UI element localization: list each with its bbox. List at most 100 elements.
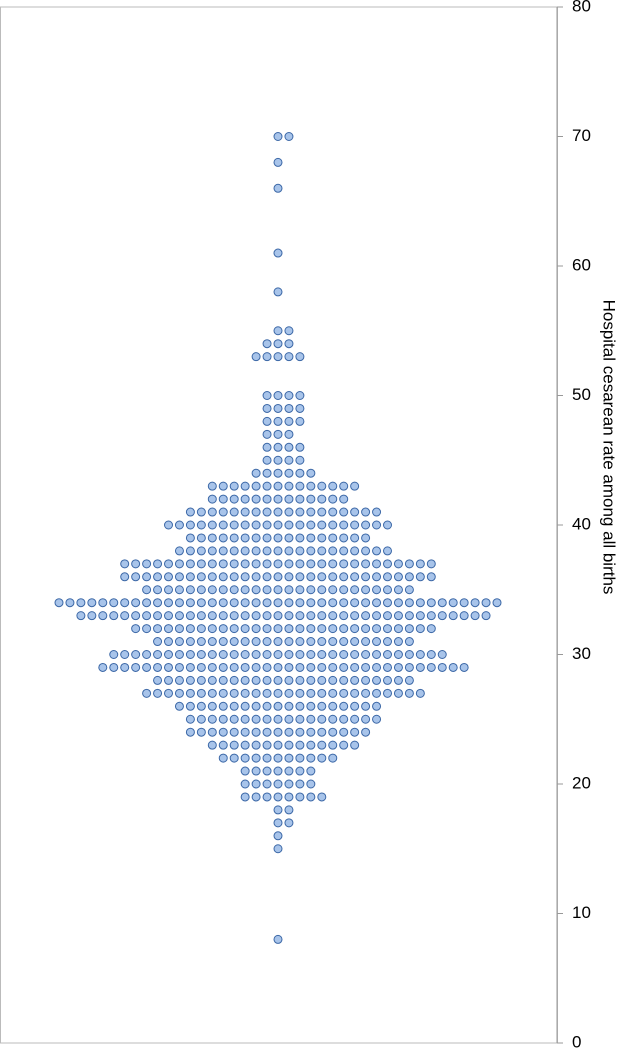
dot — [262, 352, 272, 362]
dot — [185, 637, 195, 647]
dot — [174, 650, 184, 659]
dot — [284, 637, 294, 647]
dot — [393, 662, 403, 672]
dot — [153, 611, 163, 621]
dot — [404, 585, 414, 595]
dot — [218, 494, 228, 504]
dot — [251, 507, 261, 517]
dot — [295, 572, 305, 582]
dot — [229, 637, 239, 647]
dot — [383, 546, 392, 556]
dot — [196, 585, 206, 595]
dot — [229, 740, 239, 750]
dot — [262, 507, 272, 517]
dot — [54, 598, 64, 608]
dot — [317, 572, 327, 582]
dot — [339, 585, 349, 595]
dot — [262, 429, 272, 439]
dot — [383, 688, 392, 698]
dot — [131, 650, 141, 659]
dot — [207, 740, 217, 750]
dot — [229, 675, 239, 685]
dot — [273, 727, 283, 737]
dot — [120, 662, 130, 672]
dot — [65, 598, 75, 608]
dot — [153, 585, 163, 595]
dot — [174, 572, 184, 582]
dot — [383, 637, 392, 647]
dot — [207, 481, 217, 491]
dot — [437, 650, 447, 659]
dot — [339, 675, 349, 685]
dot — [350, 507, 360, 517]
dot — [404, 662, 414, 672]
dot — [120, 598, 130, 608]
dot — [328, 481, 338, 491]
dot — [98, 598, 108, 608]
dot — [459, 611, 469, 621]
dot — [218, 533, 228, 543]
dot — [251, 533, 261, 543]
dot — [218, 611, 228, 621]
dot — [393, 688, 403, 698]
dot — [372, 688, 382, 698]
dot — [284, 559, 294, 569]
dot — [339, 611, 349, 621]
dot — [229, 753, 239, 763]
dot — [273, 637, 283, 647]
dot — [185, 714, 195, 724]
dot — [273, 339, 283, 349]
dot — [174, 701, 184, 711]
dot — [284, 339, 294, 349]
dot — [339, 714, 349, 724]
dot — [415, 650, 425, 659]
dot — [306, 792, 316, 802]
dot — [273, 416, 283, 426]
dot — [470, 611, 480, 621]
dot — [196, 546, 206, 556]
dot — [306, 675, 316, 685]
dot — [372, 546, 382, 556]
dot — [251, 468, 261, 478]
dot — [470, 598, 480, 608]
dot — [273, 481, 283, 491]
dot — [393, 675, 403, 685]
dot — [229, 650, 239, 659]
dot — [262, 779, 272, 789]
dot — [415, 598, 425, 608]
dot — [383, 662, 392, 672]
dot — [339, 688, 349, 698]
dot — [164, 650, 173, 659]
dot — [339, 507, 349, 517]
dot — [207, 546, 217, 556]
dot — [328, 559, 338, 569]
dot — [361, 675, 371, 685]
dot — [350, 533, 360, 543]
dot — [306, 481, 316, 491]
dot — [131, 559, 141, 569]
dot — [284, 416, 294, 426]
dot — [426, 572, 436, 582]
dot — [295, 675, 305, 685]
dot — [295, 598, 305, 608]
dot — [404, 688, 414, 698]
dot — [415, 688, 425, 698]
dot — [459, 598, 469, 608]
dot — [164, 598, 173, 608]
dot — [164, 611, 173, 621]
dot — [174, 520, 184, 530]
dot — [273, 559, 283, 569]
y-tick-label: 20 — [572, 773, 591, 792]
dot — [350, 662, 360, 672]
dot — [295, 766, 305, 776]
dot — [361, 507, 371, 517]
dot — [240, 494, 250, 504]
dot — [350, 727, 360, 737]
dot — [361, 662, 371, 672]
dot — [273, 494, 283, 504]
dot — [284, 468, 294, 478]
dot — [120, 611, 130, 621]
dot — [372, 598, 382, 608]
dot — [273, 585, 283, 595]
dot — [196, 701, 206, 711]
